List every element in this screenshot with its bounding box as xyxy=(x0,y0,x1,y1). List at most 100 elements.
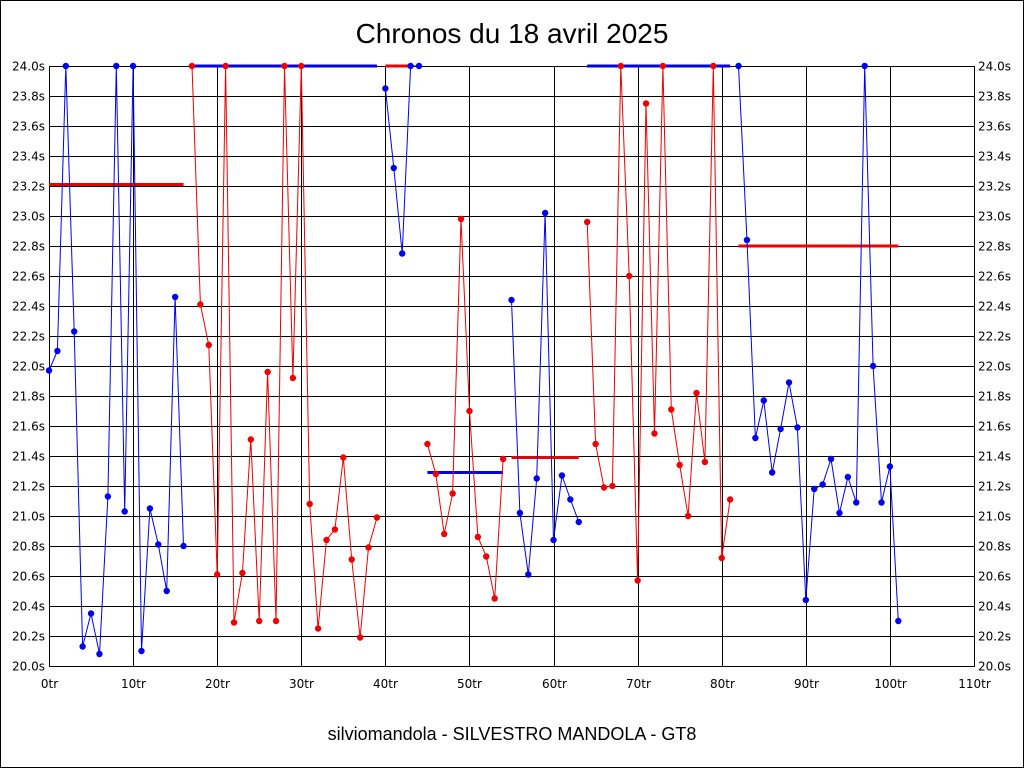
y-tick-label-right: 23.8s xyxy=(978,90,1011,104)
x-tick-label: 70tr xyxy=(626,677,651,691)
data-point xyxy=(306,500,313,508)
x-tick-label: 50tr xyxy=(457,677,482,691)
data-point xyxy=(289,374,297,382)
x-tick-label: 40tr xyxy=(373,677,398,691)
data-point xyxy=(541,209,549,217)
y-tick-label-right: 24.0s xyxy=(978,60,1011,74)
y-tick-label-left: 23.2s xyxy=(12,180,45,194)
y-tick-label-left: 21.8s xyxy=(12,390,45,404)
y-tick-label-left: 21.0s xyxy=(12,510,45,524)
data-point xyxy=(390,164,397,172)
data-point xyxy=(735,62,742,70)
data-point xyxy=(609,482,616,490)
data-point xyxy=(197,301,204,308)
data-point xyxy=(777,425,784,433)
data-point xyxy=(365,544,372,551)
y-tick-label-right: 20.2s xyxy=(978,630,1011,644)
data-point xyxy=(155,541,162,548)
data-point xyxy=(558,472,566,479)
y-tick-label-right: 23.6s xyxy=(978,120,1011,134)
y-tick-label-left: 23.8s xyxy=(12,90,45,104)
y-tick-label-left: 23.0s xyxy=(12,210,45,224)
data-point xyxy=(146,505,154,512)
data-point xyxy=(247,436,255,443)
y-tick-label-right: 21.6s xyxy=(978,420,1011,434)
data-point xyxy=(87,610,95,617)
data-point xyxy=(331,526,339,533)
y-tick-label-left: 23.4s xyxy=(12,150,45,164)
chart-title: Chronos du 18 avril 2025 xyxy=(356,18,669,49)
data-point xyxy=(785,379,793,386)
data-point xyxy=(583,218,591,226)
data-point xyxy=(129,62,137,70)
data-point xyxy=(340,454,347,461)
y-tick-label-left: 23.6s xyxy=(12,120,45,134)
y-tick-label-left: 22.6s xyxy=(12,270,45,284)
data-point xyxy=(79,643,86,650)
x-tick-label: 60tr xyxy=(542,677,567,691)
data-point xyxy=(163,587,170,595)
y-tick-label-left: 21.4s xyxy=(12,450,45,464)
data-point xyxy=(575,518,582,526)
data-point xyxy=(743,236,751,244)
data-point xyxy=(373,514,381,521)
data-point xyxy=(752,434,759,442)
data-point xyxy=(499,455,507,463)
data-point xyxy=(819,481,826,488)
data-point xyxy=(844,473,852,481)
data-point xyxy=(205,341,212,349)
data-point xyxy=(424,440,431,448)
y-tick-label-right: 20.6s xyxy=(978,570,1011,584)
data-point xyxy=(853,499,860,506)
data-point xyxy=(710,62,717,70)
grid xyxy=(49,66,975,667)
data-point xyxy=(171,293,179,301)
data-point xyxy=(449,490,456,497)
plot-frame xyxy=(49,66,975,667)
data-point xyxy=(567,496,574,503)
data-point xyxy=(323,536,330,544)
chart-subtitle: silviomandola - SILVESTRO MANDOLA - GT8 xyxy=(328,724,697,744)
data-point xyxy=(626,272,633,280)
tick-labels: 20.0s 20.0s 20.2s 20.2s 20.4s 20.4s 20.6s 20.6s… xyxy=(12,60,1011,692)
data-point xyxy=(356,634,364,641)
y-tick-label-right: 23.0s xyxy=(978,210,1011,224)
y-tick-label-right: 21.4s xyxy=(978,450,1011,464)
y-tick-label-left: 20.4s xyxy=(12,600,45,614)
y-tick-label-left: 22.4s xyxy=(12,300,45,314)
y-tick-label-right: 21.2s xyxy=(978,480,1011,494)
data-point xyxy=(642,100,650,107)
x-tick-label: 20tr xyxy=(205,677,230,691)
data-point xyxy=(432,470,440,478)
data-point xyxy=(491,595,498,602)
data-point xyxy=(222,62,229,70)
x-tick-label: 110tr xyxy=(958,677,991,691)
y-tick-label-right: 22.8s xyxy=(978,240,1011,254)
data-point xyxy=(592,440,599,448)
data-point xyxy=(45,367,53,374)
data-point xyxy=(861,62,868,70)
y-tick-label-right: 22.4s xyxy=(978,300,1011,314)
data-point xyxy=(180,542,187,550)
data-point xyxy=(474,533,482,541)
data-point xyxy=(348,556,355,563)
data-point xyxy=(600,484,608,491)
data-point xyxy=(684,512,692,520)
data-point xyxy=(298,62,305,70)
data-point xyxy=(768,469,776,476)
data-point xyxy=(878,499,885,506)
data-point xyxy=(693,389,700,397)
data-point xyxy=(62,62,70,70)
data-point xyxy=(415,62,423,70)
y-tick-label-left: 24.0s xyxy=(12,60,45,74)
data-point xyxy=(71,328,78,335)
data-point xyxy=(281,62,288,70)
data-point xyxy=(457,215,465,223)
x-tick-label: 100tr xyxy=(874,677,907,691)
data-point xyxy=(617,62,625,70)
y-tick-label-right: 21.0s xyxy=(978,510,1011,524)
data-point xyxy=(802,596,810,604)
data-point xyxy=(398,250,406,257)
